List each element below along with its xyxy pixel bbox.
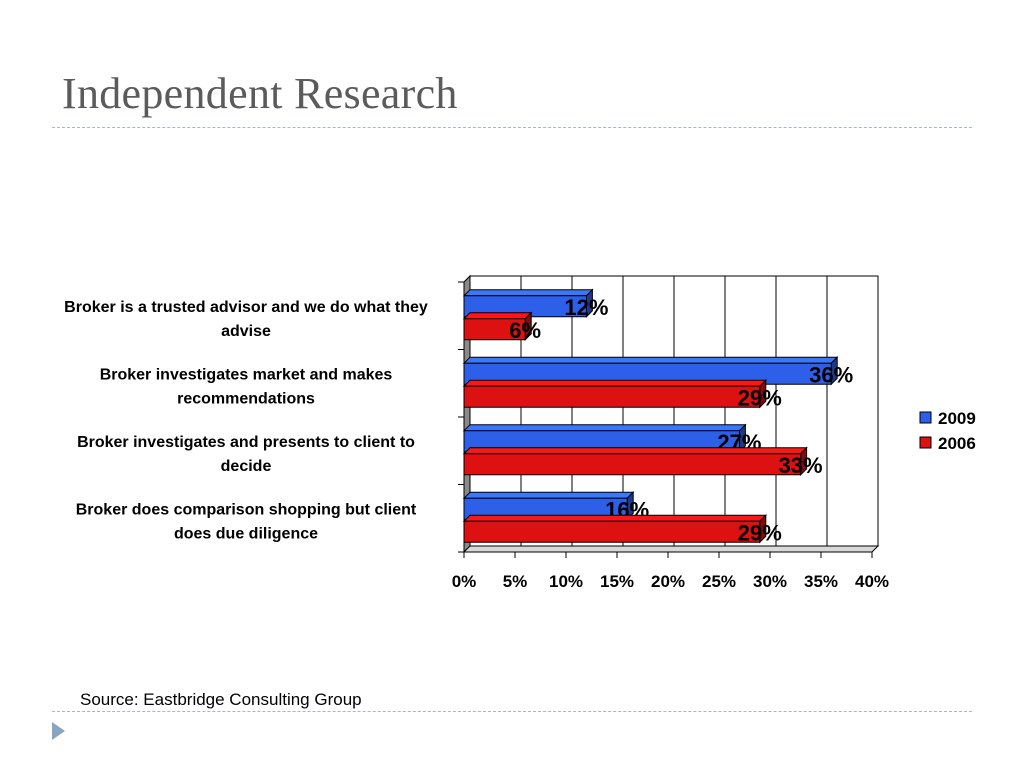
legend-swatch-2006 [919,436,932,449]
x-tick-label: 10% [549,572,583,591]
x-tick-label: 20% [651,572,685,591]
plot-floor [462,545,880,553]
category-label: Broker does comparison shopping but clie… [76,501,417,542]
bar-2006 [463,520,761,543]
category-label: Broker investigates market and makes reco… [100,366,393,407]
category-label-line: Broker investigates and presents to clie… [77,434,415,451]
category-label: Broker investigates and presents to clie… [77,434,415,475]
bar-2006-top [462,379,768,387]
bar-2006-top [462,447,808,455]
category-label-line: Broker does comparison shopping but clie… [76,501,417,518]
data-label-2006: 33% [779,453,823,478]
bar-2006 [463,385,761,408]
legend-label-2006: 2006 [938,434,976,453]
x-tick-label: 15% [600,572,634,591]
bar-2009-top [462,424,747,432]
category-label-line: Broker investigates market and makes [100,366,393,383]
category-label-line: Broker is a trusted advisor and we do wh… [64,299,428,316]
data-label-2009: 36% [809,362,853,387]
data-label-2006: 29% [738,520,782,545]
title-divider [52,127,972,128]
bar-2006-top [462,514,768,522]
data-label-2006: 29% [738,385,782,410]
bar-2009-top [462,356,839,364]
x-tick-label: 25% [702,572,736,591]
x-tick-label: 35% [804,572,838,591]
category-label: Broker is a trusted advisor and we do wh… [64,299,428,340]
slide-title: Independent Research [62,69,458,118]
legend-label-2009: 2009 [938,409,976,428]
x-tick-label: 30% [753,572,787,591]
legend-swatch-2009 [919,411,932,424]
x-tick-label: 0% [452,572,477,591]
category-label-line: decide [221,458,272,475]
footer-divider [52,711,972,712]
bar-2006 [463,453,802,476]
x-tick-label: 40% [855,572,889,591]
category-label-line: does due diligence [174,525,318,542]
category-label-line: recommendations [177,390,315,407]
next-slide-arrow-icon[interactable] [52,722,65,740]
source-note: Source: Eastbridge Consulting Group [80,690,362,709]
data-label-2009: 12% [564,295,608,320]
x-tick-label: 5% [503,572,528,591]
data-label-2006: 6% [509,318,541,343]
category-label-line: advise [221,323,271,340]
bar-2006 [463,318,526,341]
